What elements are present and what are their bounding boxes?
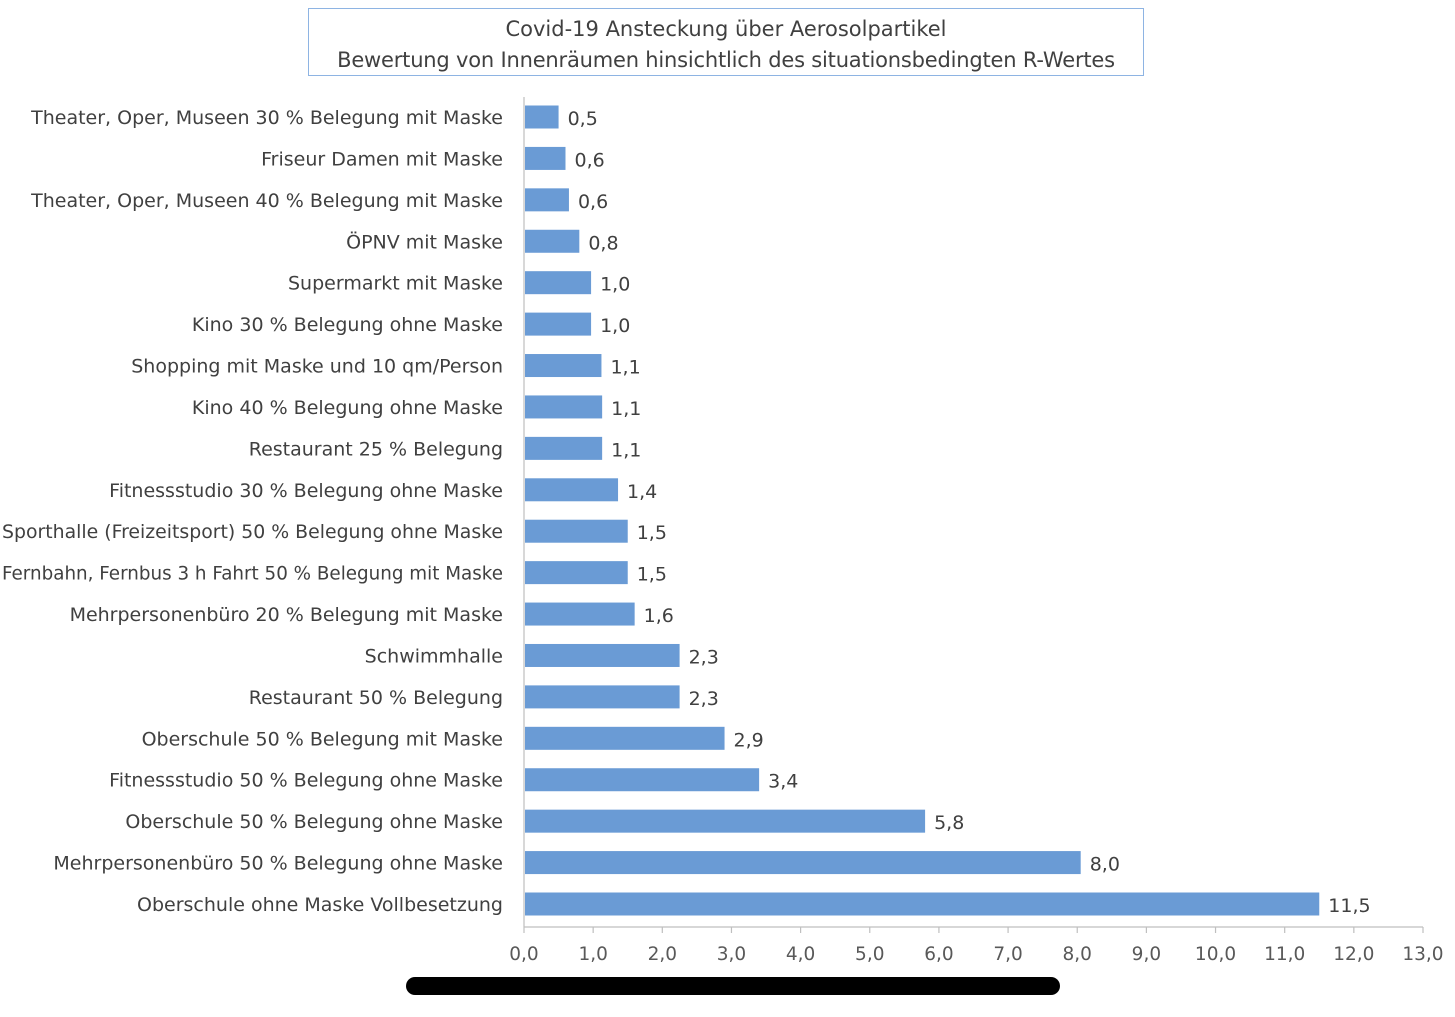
value-label: 11,5 [1328, 895, 1370, 917]
value-label: 1,1 [611, 398, 641, 420]
bar [525, 602, 635, 626]
x-tick-label: 4,0 [786, 944, 815, 965]
category-label: Oberschule 50 % Belegung mit Maske [142, 728, 503, 750]
bar [525, 851, 1081, 875]
bar [525, 643, 680, 667]
category-label: Theater, Oper, Museen 40 % Belegung mit … [30, 190, 503, 212]
x-tick-label: 2,0 [648, 944, 677, 965]
category-label: Kino 30 % Belegung ohne Maske [192, 314, 503, 336]
value-label: 5,8 [934, 812, 964, 834]
value-label: 1,6 [644, 605, 674, 627]
value-label: 2,3 [689, 646, 719, 668]
value-label: 1,5 [637, 522, 667, 544]
category-label: Fitnessstudio 50 % Belegung ohne Maske [109, 770, 503, 792]
x-tick-label: 12,0 [1333, 944, 1374, 965]
value-label: 8,0 [1090, 854, 1120, 876]
category-label: Friseur Damen mit Maske [261, 148, 503, 170]
value-label: 0,8 [588, 232, 618, 254]
x-tick-label: 1,0 [578, 944, 607, 965]
category-label: Mehrpersonenbüro 20 % Belegung mit Maske [70, 604, 503, 626]
bar [525, 768, 760, 792]
category-label: Shopping mit Maske und 10 qm/Person [131, 356, 503, 378]
redaction-bar [406, 977, 1060, 995]
value-label: 1,0 [600, 315, 630, 337]
bar [525, 726, 725, 750]
value-label: 1,0 [600, 274, 630, 296]
bar [525, 892, 1320, 916]
bar [525, 478, 619, 502]
bar [525, 354, 602, 378]
chart-title: Covid-19 Ansteckung über Aerosolpartikel [505, 17, 947, 41]
x-tick-label: 0,0 [509, 944, 538, 965]
value-label: 1,1 [610, 357, 640, 379]
bar [525, 312, 592, 336]
category-label: Mehrpersonenbüro 50 % Belegung ohne Mask… [53, 853, 503, 875]
category-label: Oberschule 50 % Belegung ohne Maske [125, 811, 503, 833]
bar [525, 685, 680, 709]
value-label: 1,1 [611, 439, 641, 461]
value-label: 3,4 [768, 771, 798, 793]
value-label: 2,3 [689, 688, 719, 710]
x-tick-label: 7,0 [993, 944, 1022, 965]
x-tick-label: 3,0 [717, 944, 746, 965]
bar [525, 229, 580, 253]
category-label: Oberschule ohne Maske Vollbesetzung [137, 894, 503, 916]
chart-title-box: Covid-19 Ansteckung über Aerosolpartikel… [308, 8, 1144, 76]
value-label: 0,6 [574, 149, 604, 171]
bar [525, 105, 559, 129]
x-tick-label: 8,0 [1063, 944, 1092, 965]
category-label: Theater, Oper, Museen 30 % Belegung mit … [30, 107, 503, 129]
category-label: Supermarkt mit Maske [288, 273, 503, 295]
value-label: 1,5 [637, 564, 667, 586]
value-label: 1,4 [627, 481, 657, 503]
category-label: Restaurant 25 % Belegung [249, 438, 503, 460]
value-label: 0,6 [578, 191, 608, 213]
category-label: Fernbahn, Fernbus 3 h Fahrt 50 % Belegun… [2, 563, 503, 585]
category-label: ÖPNV mit Maske [346, 230, 503, 253]
bar [525, 188, 569, 212]
category-label: Schwimmhalle [365, 645, 503, 667]
bar [525, 146, 566, 170]
x-tick-label: 9,0 [1132, 944, 1161, 965]
bar [525, 809, 926, 833]
bar [525, 395, 603, 419]
bar [525, 271, 592, 295]
x-tick-label: 5,0 [855, 944, 884, 965]
x-tick-label: 13,0 [1402, 944, 1443, 965]
category-label: Kino 40 % Belegung ohne Maske [192, 397, 503, 419]
x-tick-label: 10,0 [1195, 944, 1236, 965]
category-label: Restaurant 50 % Belegung [249, 687, 503, 709]
category-label: Fitnessstudio 30 % Belegung ohne Maske [109, 480, 503, 502]
category-label: Sporthalle (Freizeitsport) 50 % Belegung… [2, 521, 503, 543]
x-tick-label: 6,0 [924, 944, 953, 965]
value-label: 0,5 [568, 108, 598, 130]
bar [525, 519, 628, 543]
bar [525, 436, 603, 460]
chart-subtitle: Bewertung von Innenräumen hinsichtlich d… [337, 48, 1115, 72]
bar [525, 561, 628, 585]
x-tick-label: 11,0 [1264, 944, 1305, 965]
value-label: 2,9 [734, 729, 764, 751]
